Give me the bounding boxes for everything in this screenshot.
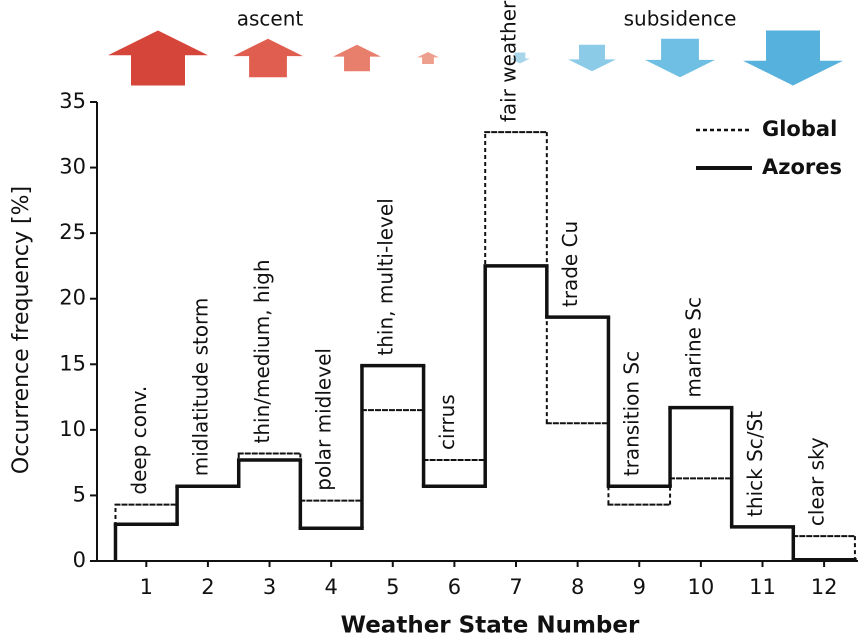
y-tick-label: 25 [59, 220, 86, 244]
state-label: polar midlevel [312, 348, 336, 491]
state-label: thin/medium, high [250, 259, 274, 443]
x-tick-label: 3 [263, 575, 276, 599]
state-label: clear sky [805, 437, 829, 526]
arrow-icon [510, 52, 530, 64]
x-axis-title: Weather State Number [341, 613, 640, 639]
arrow-icon [568, 44, 616, 72]
arrow-icon [333, 44, 381, 72]
arrow-icon [645, 38, 715, 78]
y-tick-label: 5 [73, 482, 86, 506]
state-label: marine Sc [681, 297, 705, 398]
y-tick-label: 35 [59, 89, 86, 113]
subsidence-label: subsidence [624, 7, 737, 31]
x-tick-label: 12 [811, 575, 838, 599]
state-label: trade Cu [558, 221, 582, 307]
x-tick-label: 2 [201, 575, 214, 599]
y-tick-label: 10 [59, 417, 86, 441]
y-tick-label: 30 [59, 155, 86, 179]
y-tick-label: 0 [73, 548, 86, 572]
arrow-icon [417, 51, 439, 65]
state-label: thin, multi-level [373, 198, 397, 355]
y-tick-label: 20 [59, 286, 86, 310]
x-tick-label: 8 [571, 575, 584, 599]
state-label: transition Sc [620, 351, 644, 476]
y-tick-label: 15 [59, 351, 86, 375]
ascent-label: ascent [237, 7, 304, 31]
arrow-icon [233, 38, 303, 78]
x-tick-label: 9 [633, 575, 646, 599]
state-label: cirrus [435, 394, 459, 450]
legend-label: Global [762, 117, 837, 141]
x-tick-label: 5 [386, 575, 399, 599]
x-tick-label: 10 [688, 575, 715, 599]
y-axis-title: Occurrence frequency [%] [9, 186, 34, 474]
state-label: fair weather [497, 0, 521, 122]
state-label: midlatitude storm [188, 298, 212, 477]
state-label: deep conv. [127, 386, 151, 495]
state-label: thick Sc/St [743, 411, 767, 517]
x-tick-label: 6 [448, 575, 461, 599]
x-tick-label: 1 [140, 575, 153, 599]
legend-label: Azores [762, 155, 842, 179]
x-tick-label: 7 [509, 575, 522, 599]
arrow-icon [108, 30, 208, 86]
arrow-icon [743, 30, 843, 86]
x-tick-label: 11 [749, 575, 776, 599]
x-tick-label: 4 [324, 575, 337, 599]
